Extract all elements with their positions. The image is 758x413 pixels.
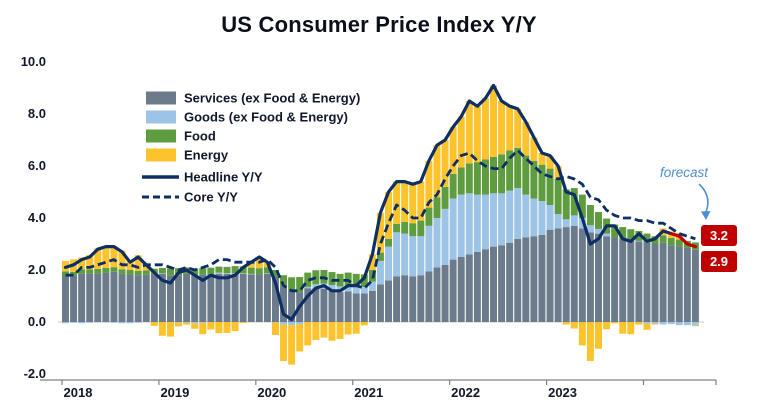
svg-text:Services (ex Food & Energy): Services (ex Food & Energy) (184, 91, 360, 106)
y-axis-labels: 10.0 8.0 6.0 4.0 2.0 0.0 -2.0 (21, 54, 46, 381)
chart-title: US Consumer Price Index Y/Y (221, 12, 537, 37)
legend-swatch-icon (146, 129, 176, 143)
svg-text:6.0: 6.0 (28, 158, 46, 173)
legend: Services (ex Food & Energy) Goods (ex Foo… (142, 91, 360, 205)
svg-text:Headline Y/Y: Headline Y/Y (184, 170, 263, 185)
forecast-arrowhead-icon (701, 211, 711, 220)
svg-text:Energy: Energy (184, 148, 229, 163)
svg-text:10.0: 10.0 (21, 54, 46, 69)
headline-forecast-segment (669, 232, 697, 249)
core-line (65, 149, 696, 293)
headline-line (63, 83, 673, 321)
stacked-bars (62, 85, 699, 365)
svg-text:2018: 2018 (64, 385, 93, 400)
svg-text:Food: Food (184, 129, 216, 144)
core-forecast-value-badge: 3.2 (701, 225, 737, 246)
legend-swatch-icon (146, 148, 176, 162)
svg-text:2019: 2019 (160, 385, 189, 400)
svg-text:2023: 2023 (548, 385, 577, 400)
svg-text:2020: 2020 (257, 385, 286, 400)
svg-text:8.0: 8.0 (28, 106, 46, 121)
headline-forecast-value-badge: 2.9 (701, 251, 737, 272)
legend-swatch-icon (146, 91, 176, 105)
forecast-arrow-icon (698, 183, 709, 213)
svg-text:2021: 2021 (354, 385, 383, 400)
svg-text:Goods (ex Food & Energy): Goods (ex Food & Energy) (184, 110, 348, 125)
svg-text:0.0: 0.0 (28, 314, 46, 329)
svg-text:2022: 2022 (451, 385, 480, 400)
svg-text:4.0: 4.0 (28, 210, 46, 225)
forecast-annotation-label: forecast (660, 165, 709, 180)
legend-swatch-icon (146, 110, 176, 124)
svg-text:2.0: 2.0 (28, 262, 46, 277)
svg-text:-2.0: -2.0 (24, 366, 46, 381)
x-axis: 2018 2019 2020 2021 2022 2023 (40, 379, 717, 400)
svg-text:Core Y/Y: Core Y/Y (184, 190, 238, 205)
